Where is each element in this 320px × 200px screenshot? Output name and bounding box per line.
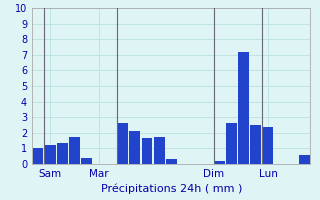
Bar — [214, 161, 225, 164]
Bar — [251, 125, 261, 164]
Bar — [81, 158, 92, 164]
Bar — [299, 155, 310, 164]
Bar — [69, 137, 80, 164]
Bar — [226, 123, 237, 164]
X-axis label: Précipitations 24h ( mm ): Précipitations 24h ( mm ) — [100, 183, 242, 194]
Bar — [129, 131, 140, 164]
Bar — [263, 127, 274, 164]
Bar — [117, 123, 128, 164]
Bar — [166, 159, 177, 164]
Bar — [154, 137, 164, 164]
Bar — [33, 148, 44, 164]
Bar — [238, 52, 249, 164]
Bar — [141, 138, 152, 164]
Bar — [57, 143, 68, 164]
Bar — [45, 144, 56, 164]
